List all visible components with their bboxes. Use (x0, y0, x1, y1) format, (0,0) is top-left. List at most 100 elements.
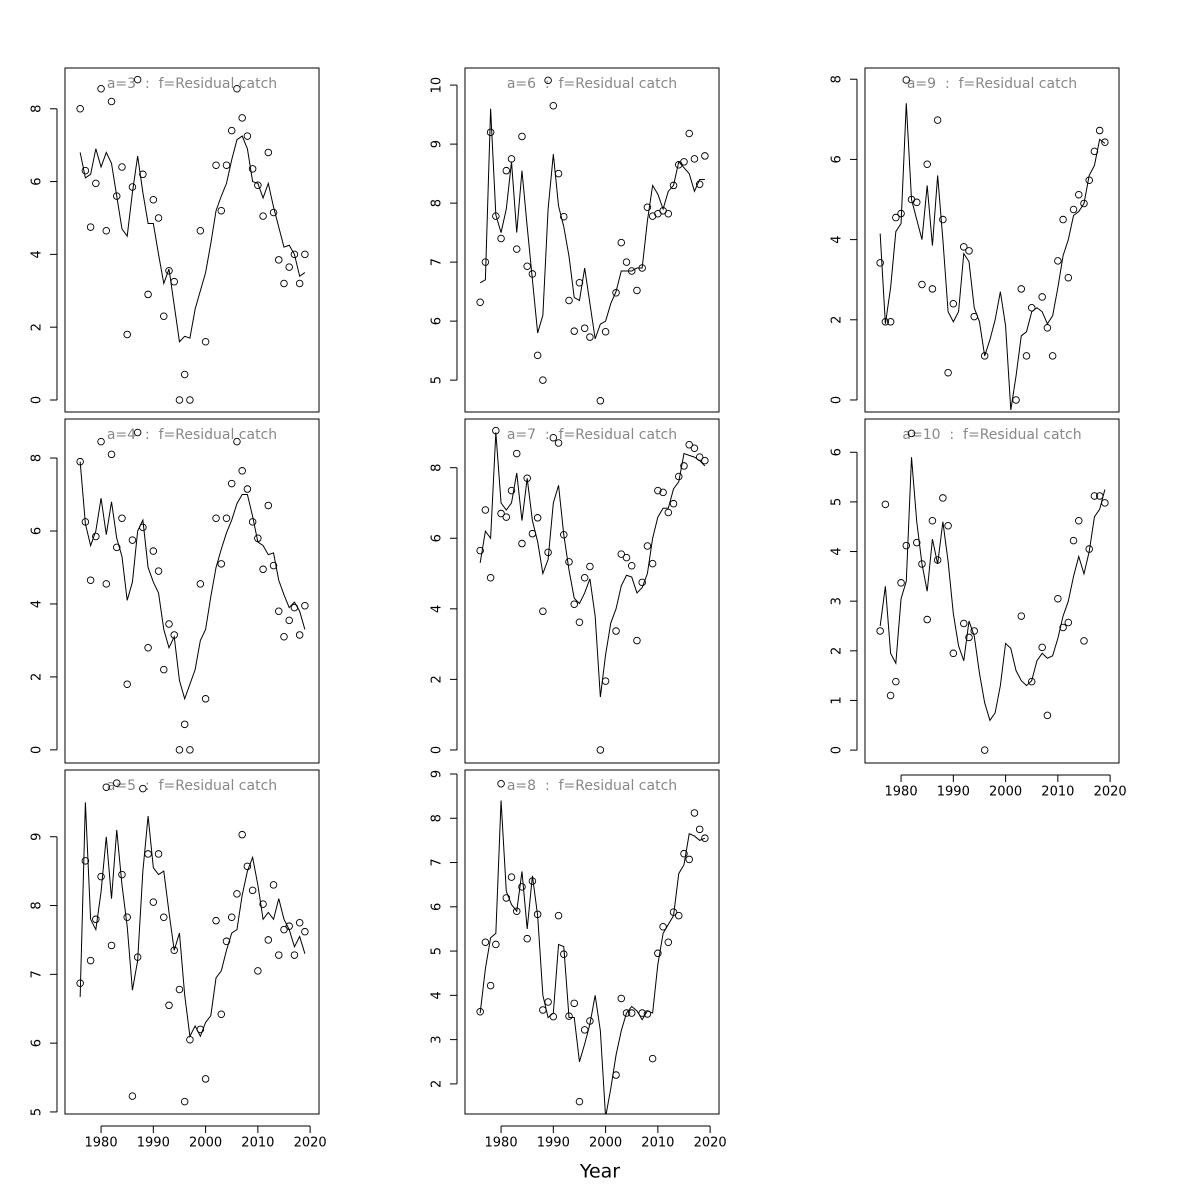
panel: a=3 : f=Residual catch 0 2 4 6 8 (30, 67, 320, 413)
data-point (497, 509, 505, 518)
data-point (107, 941, 116, 950)
data-point (664, 938, 673, 946)
data-point (118, 163, 126, 171)
data-point (586, 333, 594, 341)
y-tick-label: 6 (430, 534, 445, 542)
data-point (643, 542, 652, 550)
y-tick-label: 9 (30, 833, 45, 841)
data-point (685, 129, 693, 138)
y-tick-label: 5 (430, 376, 445, 384)
data-point (112, 192, 121, 200)
y-tick-label: 4 (830, 547, 845, 555)
data-point (648, 1054, 657, 1063)
data-point (965, 633, 973, 642)
data-point (497, 779, 505, 788)
plot-area (876, 76, 1109, 411)
y-tick-label: 4 (430, 605, 445, 613)
data-point (269, 208, 278, 217)
data-point (86, 576, 95, 584)
plot-area (476, 76, 709, 405)
plot-area (76, 75, 309, 404)
y-tick-label: 4 (30, 600, 45, 608)
data-point (565, 296, 573, 305)
y-tick-label: 4 (430, 991, 445, 999)
plot-area (76, 428, 309, 754)
data-point (227, 479, 236, 488)
data-point (701, 834, 709, 842)
data-point (1059, 215, 1067, 224)
data-point (876, 259, 884, 267)
data-point (227, 126, 236, 135)
data-point (1054, 257, 1062, 265)
plot-frame (464, 418, 720, 764)
data-point (523, 262, 531, 271)
data-point (638, 578, 646, 587)
data-point (86, 956, 95, 965)
data-point (154, 567, 163, 575)
data-point (165, 267, 173, 275)
data-point (923, 160, 931, 168)
y-tick-label: 5 (830, 498, 845, 506)
data-point (960, 619, 968, 628)
fitted-line (79, 135, 306, 343)
data-point (144, 850, 152, 858)
data-point (886, 318, 895, 326)
data-point (280, 633, 288, 641)
data-point (81, 857, 90, 865)
data-point (622, 553, 631, 562)
data-point (685, 855, 693, 864)
data-point (248, 518, 257, 526)
x-tick-label: 1980 (485, 1136, 518, 1151)
fitted-line (879, 103, 1106, 411)
data-point (518, 539, 526, 548)
data-point (295, 631, 304, 639)
data-point (1054, 594, 1062, 603)
data-point (669, 181, 678, 190)
data-point (186, 396, 194, 404)
x-axis-label: Year (579, 1161, 620, 1183)
data-point (1090, 492, 1099, 500)
data-point (876, 627, 884, 635)
data-point (902, 76, 911, 84)
data-point (648, 559, 657, 568)
data-point (243, 485, 252, 493)
data-point (301, 927, 309, 936)
data-point (1043, 711, 1052, 720)
data-point (97, 872, 105, 881)
data-point (892, 677, 900, 686)
data-point (233, 84, 241, 93)
data-point (476, 298, 484, 307)
panel-title: a=8 : f=Residual catch (507, 778, 677, 794)
data-point (160, 312, 168, 321)
data-point (965, 247, 973, 255)
data-point (685, 441, 693, 449)
data-point (149, 196, 158, 204)
data-point (533, 351, 542, 360)
data-point (238, 830, 246, 839)
data-point (675, 472, 683, 481)
y-tick-label: 8 (430, 464, 445, 472)
panel: a=6 : f=Residual catch 5 6 7 8 9 10 (430, 67, 720, 413)
data-point (881, 500, 890, 509)
data-point (275, 256, 283, 264)
data-point (160, 665, 168, 674)
data-point (539, 1006, 547, 1014)
data-point (507, 486, 516, 495)
data-point (1080, 637, 1088, 645)
data-point (128, 536, 137, 544)
data-point (518, 883, 526, 891)
panel-title: a=6 : f=Residual catch (507, 76, 677, 92)
data-point (102, 580, 111, 588)
data-point (1017, 285, 1026, 293)
data-point (486, 981, 495, 990)
data-point (212, 514, 220, 522)
data-point (222, 514, 231, 522)
data-point (107, 97, 116, 106)
data-point (580, 324, 589, 332)
panel: a=9 : f=Residual catch 0 2 4 6 8 (830, 67, 1120, 413)
data-point (939, 215, 947, 224)
x-tick-label: 2000 (589, 1136, 622, 1151)
data-point (497, 234, 505, 243)
y-tick-label: 10 (430, 77, 445, 94)
y-tick-label: 5 (430, 947, 445, 955)
